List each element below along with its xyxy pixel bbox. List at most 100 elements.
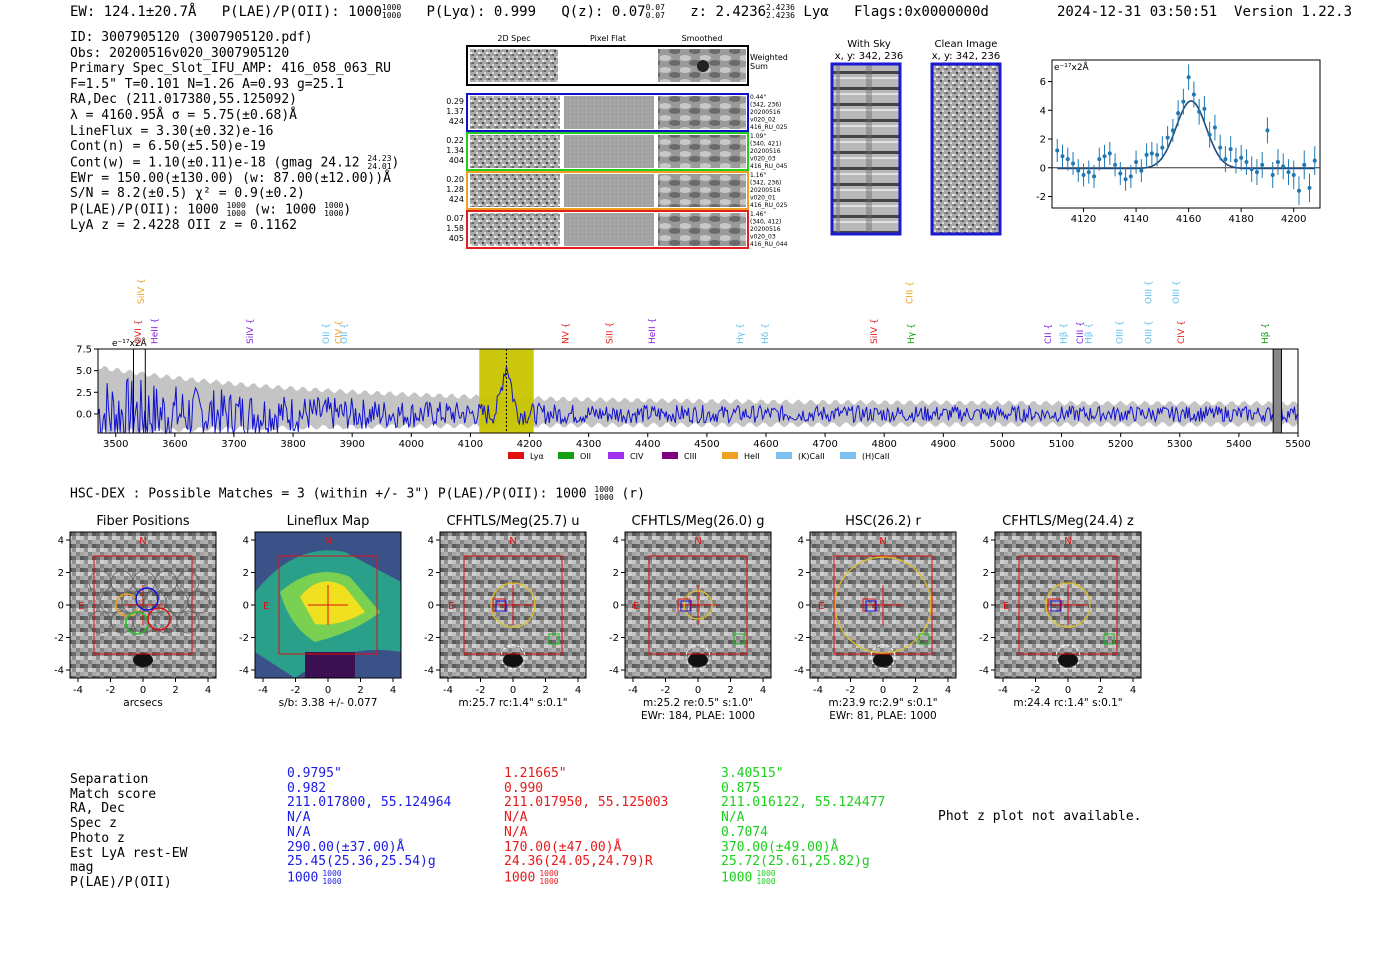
fit-point [1275, 160, 1280, 165]
table-cell: 3.40515" [721, 766, 784, 781]
spectrum-xtick-label: 4500 [694, 439, 719, 450]
table-cell: N/A [287, 824, 311, 840]
search-box [1018, 555, 1118, 655]
fit-point [1307, 185, 1312, 190]
table-cell: 1000 1000 1000 [504, 868, 559, 886]
spectrum-xtick-label: 5400 [1226, 439, 1251, 450]
fit-ytick-label: -2 [1036, 192, 1046, 203]
panel-caption: m:25.7 rc:1.4" s:0.1" [458, 697, 567, 709]
line-marker-label: Hδ { [761, 323, 771, 344]
match-marker-blue [865, 600, 877, 612]
fit-point [1144, 152, 1149, 157]
fit-point [1139, 168, 1144, 173]
col-label-flat: Pixel Flat [590, 34, 626, 43]
east-label: E [818, 601, 824, 612]
table-cell: 25.72(25.61,25.82)g [721, 854, 870, 870]
fit-point [1097, 157, 1102, 162]
fit-point [1155, 152, 1160, 157]
neighbor-aperture [500, 644, 526, 670]
fit-point [1065, 157, 1070, 162]
panel-xtick-label: 4 [1130, 685, 1136, 696]
fit-xtick-label: 4160 [1176, 214, 1201, 225]
fit-point [1165, 135, 1170, 140]
east-label: E [448, 601, 454, 612]
neighbor-source [503, 653, 523, 667]
table-cell: 290.00(±37.00)Å [287, 839, 405, 855]
match-marker-green [733, 633, 745, 645]
panel-caption: s/b: 3.38 +/- 0.077 [279, 697, 378, 709]
clean-image [930, 62, 1002, 236]
cutout-row-left-label: 424 [449, 195, 464, 204]
cutout-row-left-label: 1.37 [446, 107, 464, 116]
spectrum-xtick-label: 5300 [1167, 439, 1192, 450]
clean-title: Clean Image [935, 39, 998, 50]
table-cell: 1000 1000 1000 [721, 868, 776, 886]
cutout-row-right-label: 0.44" [750, 94, 766, 101]
legend-swatch [662, 452, 678, 459]
panel-title: HSC(26.2) r [845, 514, 921, 529]
panel-ytick-label: 2 [983, 568, 989, 579]
spectrum-xtick-label: 3600 [162, 439, 187, 450]
panel-xtick-label: -2 [846, 685, 856, 696]
imaging-panel: Fiber Positions N E -4 -4 -2 -2 0 0 2 2 4 4 arcsecs [54, 514, 217, 709]
panel-xtick-label: 4 [945, 685, 951, 696]
cutout-row-right-label: (340, 421) [750, 141, 781, 148]
panel-ytick-label: -4 [424, 666, 434, 677]
panel-caption: m:24.4 rc:1.4" s:0.1" [1013, 697, 1122, 709]
spectrum-ytick-label: 0.0 [76, 409, 92, 420]
fit-point [1081, 172, 1086, 177]
spectrum-ytick-label: 5.0 [76, 366, 92, 377]
fit-point [1170, 128, 1175, 133]
line-marker-label: SiII { [605, 322, 615, 344]
fit-point [1244, 160, 1249, 165]
match-marker-green [548, 633, 560, 645]
full-spectrum-chart: 3500 3600 3700 3800 3900 4000 4100 4200 4300 4400… [76, 278, 1311, 461]
neighbor-aperture [870, 644, 896, 670]
cutout-flat [564, 135, 654, 168]
panel-ytick-label: 4 [798, 536, 804, 547]
cutout-row-left-label: 424 [449, 117, 464, 126]
cutout-row-frame [466, 210, 749, 249]
cutout-smoothed [658, 213, 746, 246]
neighbor-source [133, 653, 153, 667]
cutout-flat [564, 96, 654, 129]
spectrum-xtick-label: 5200 [1108, 439, 1133, 450]
fit-ytick-label: 4 [1040, 106, 1046, 117]
table-cell: 0.982 [287, 780, 327, 796]
fit-point [1281, 164, 1286, 169]
with-sky-title: With Sky [847, 39, 891, 50]
table-row-label: Est LyA rest-EW [70, 845, 188, 861]
table-row-label: Match score [70, 786, 157, 802]
col-label-2d: 2D Spec [497, 34, 530, 43]
fit-point [1118, 171, 1123, 176]
neighbor-source [873, 653, 893, 667]
line-marker-label: SiIV { [137, 278, 147, 304]
imaging-panel: CFHTLS/Meg(24.4) z N E -4 -4 -2 -2 0 0 2 2 4 4 m:24.4… [979, 514, 1142, 709]
table-cell: N/A [504, 824, 528, 840]
legend-swatch [722, 452, 738, 459]
line-marker-label: Hβ { [1085, 323, 1095, 344]
line-marker-label: CIII { [906, 281, 916, 304]
cutout-flat [564, 213, 654, 246]
fit-point [1176, 111, 1181, 116]
legend-swatch [558, 452, 574, 459]
spectrum-ytick-label: 7.5 [76, 345, 92, 356]
panel-title: Fiber Positions [96, 514, 189, 529]
panel-ytick-label: -4 [54, 666, 64, 677]
fit-point [1207, 132, 1212, 137]
cutout-row-right-label: 20200516 [750, 109, 781, 116]
line-marker-label: HeII { [648, 318, 658, 344]
legend-label: CIV [630, 452, 644, 461]
cutout-row-right-label: 1.16" [750, 172, 766, 179]
aperture-ellipse [683, 590, 713, 620]
table-cell: N/A [721, 810, 745, 826]
weighted-sum-label-1: Weighted [750, 53, 788, 62]
match-marker-blue [495, 600, 507, 612]
panel-ytick-label: 0 [983, 601, 989, 612]
spectrum-xtick-label: 4700 [812, 439, 837, 450]
fit-point [1270, 172, 1275, 177]
fit-point [1233, 158, 1238, 163]
match-column-3: 3.40515" 0.875 211.016122, 55.124477 N/A 0.7… [721, 766, 885, 886]
cutout-row-right-label: 416_RU_044 [750, 241, 788, 248]
fit-point [1191, 92, 1196, 97]
